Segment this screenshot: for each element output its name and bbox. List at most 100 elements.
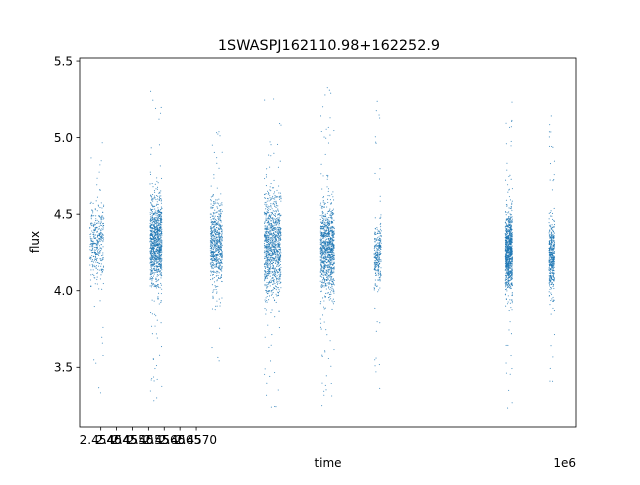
data-point bbox=[210, 248, 212, 250]
data-point bbox=[320, 237, 322, 239]
data-point bbox=[273, 201, 275, 203]
data-point bbox=[274, 268, 276, 270]
data-point bbox=[278, 259, 281, 262]
data-point bbox=[327, 247, 329, 249]
data-point bbox=[214, 235, 216, 237]
data-point bbox=[216, 224, 218, 226]
data-point bbox=[270, 206, 272, 208]
data-point bbox=[93, 275, 95, 277]
data-point bbox=[333, 266, 335, 268]
observation-season-2 bbox=[149, 90, 163, 402]
data-point bbox=[157, 219, 159, 221]
data-point bbox=[378, 256, 380, 258]
data-point bbox=[332, 278, 334, 280]
data-point bbox=[266, 276, 268, 278]
data-point bbox=[264, 270, 267, 272]
data-point bbox=[271, 270, 273, 273]
data-point bbox=[99, 278, 101, 280]
data-point bbox=[266, 252, 268, 254]
data-point bbox=[379, 271, 381, 273]
data-point bbox=[217, 247, 219, 249]
data-point bbox=[327, 221, 329, 223]
data-point bbox=[158, 225, 160, 227]
data-point bbox=[321, 233, 323, 235]
data-point bbox=[511, 262, 513, 264]
data-point bbox=[331, 289, 333, 291]
data-point bbox=[218, 210, 220, 212]
data-point bbox=[99, 216, 101, 218]
data-point bbox=[271, 271, 274, 273]
data-point bbox=[322, 297, 324, 299]
data-point bbox=[268, 207, 270, 209]
data-point bbox=[150, 265, 152, 267]
data-point bbox=[323, 245, 325, 247]
data-point bbox=[91, 209, 93, 211]
data-point bbox=[277, 221, 279, 223]
data-point bbox=[275, 211, 278, 213]
data-point bbox=[160, 239, 162, 241]
data-point bbox=[212, 223, 214, 225]
data-point bbox=[102, 266, 104, 268]
data-point bbox=[90, 285, 92, 287]
data-point bbox=[375, 256, 377, 258]
data-point bbox=[93, 242, 95, 244]
data-point bbox=[264, 269, 266, 272]
data-point bbox=[511, 188, 513, 190]
data-point bbox=[158, 229, 160, 231]
data-point bbox=[160, 106, 162, 108]
data-point bbox=[323, 229, 325, 231]
data-point bbox=[158, 231, 160, 233]
data-point bbox=[278, 238, 280, 241]
data-point bbox=[160, 242, 162, 244]
data-point bbox=[375, 272, 377, 274]
data-point bbox=[506, 224, 508, 226]
data-point bbox=[267, 208, 269, 210]
data-point bbox=[378, 255, 380, 257]
data-point bbox=[509, 199, 511, 201]
data-point bbox=[329, 231, 331, 233]
data-point bbox=[209, 255, 211, 257]
data-point bbox=[215, 286, 217, 288]
data-point bbox=[373, 289, 375, 291]
data-point bbox=[376, 251, 378, 253]
data-point bbox=[161, 248, 163, 250]
data-point bbox=[215, 263, 218, 265]
data-point bbox=[375, 261, 377, 263]
data-point bbox=[210, 196, 212, 198]
data-point bbox=[161, 258, 163, 260]
data-point bbox=[275, 236, 277, 238]
data-point bbox=[161, 231, 163, 233]
data-point bbox=[216, 241, 218, 243]
data-point bbox=[329, 222, 331, 224]
data-point bbox=[212, 291, 214, 294]
data-point bbox=[221, 236, 223, 238]
data-point bbox=[266, 190, 269, 192]
data-point bbox=[326, 269, 328, 272]
data-point bbox=[150, 90, 152, 92]
data-point bbox=[332, 279, 334, 281]
data-point bbox=[374, 257, 376, 259]
data-point bbox=[376, 265, 378, 267]
data-point bbox=[96, 245, 98, 247]
data-point bbox=[507, 285, 509, 287]
data-point bbox=[264, 177, 266, 180]
data-point bbox=[331, 280, 334, 282]
data-point bbox=[218, 260, 220, 262]
data-point bbox=[152, 243, 154, 245]
data-point bbox=[159, 243, 161, 245]
data-point bbox=[150, 277, 152, 280]
data-point bbox=[269, 257, 271, 259]
data-point bbox=[152, 186, 154, 188]
data-point bbox=[91, 266, 93, 268]
data-point bbox=[264, 221, 266, 223]
data-point bbox=[271, 240, 273, 242]
data-point bbox=[269, 243, 271, 245]
data-point bbox=[273, 299, 276, 301]
data-point bbox=[320, 287, 322, 289]
data-point bbox=[330, 210, 332, 212]
data-point bbox=[273, 246, 275, 249]
data-point bbox=[211, 221, 213, 223]
data-point bbox=[216, 187, 218, 189]
data-point bbox=[220, 240, 222, 242]
data-point bbox=[330, 249, 332, 251]
